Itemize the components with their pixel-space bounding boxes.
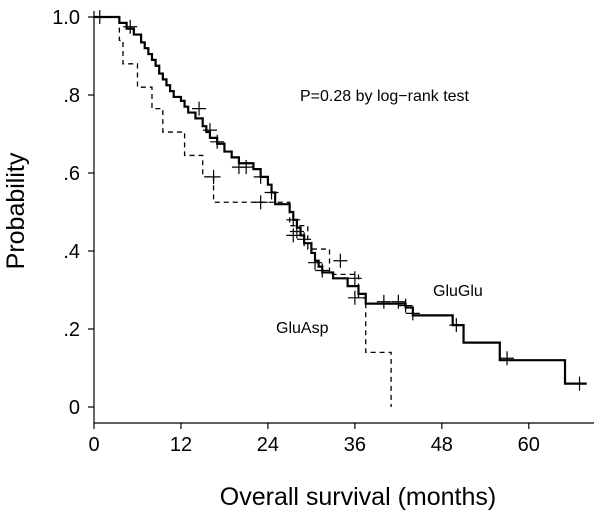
censor-mark bbox=[333, 254, 347, 268]
series-gluasp bbox=[94, 17, 391, 407]
series-label-gluglu: GluGlu bbox=[433, 283, 483, 300]
series-label-gluasp: GluAsp bbox=[276, 320, 329, 337]
censor-mark bbox=[286, 213, 300, 227]
y-ticks: 0 .2 .4 .6 .8 1.0 bbox=[52, 7, 94, 419]
censor-mark bbox=[315, 264, 329, 278]
censor-mark bbox=[348, 271, 362, 285]
censor-mark bbox=[286, 228, 300, 242]
series-gluglu bbox=[93, 10, 587, 391]
series-layer bbox=[93, 10, 587, 407]
censor-mark bbox=[207, 170, 221, 184]
x-tick-label: 0 bbox=[88, 434, 99, 456]
censor-mark bbox=[377, 295, 391, 309]
x-tick-label: 24 bbox=[257, 434, 279, 456]
y-axis-title: Probability bbox=[2, 152, 30, 269]
y-tick-label: 1.0 bbox=[52, 7, 80, 29]
survival-curve-gluasp bbox=[94, 17, 391, 407]
censor-mark bbox=[449, 318, 463, 332]
y-tick-label: .8 bbox=[63, 85, 80, 107]
censor-mark bbox=[254, 170, 268, 184]
x-tick-label: 12 bbox=[170, 434, 192, 456]
x-tick-label: 36 bbox=[344, 434, 366, 456]
x-ticks: 0 12 24 36 48 60 bbox=[88, 423, 539, 456]
pvalue-annotation: P=0.28 by log−rank test bbox=[300, 88, 470, 105]
y-tick-label: 0 bbox=[69, 397, 80, 419]
y-tick-label: .4 bbox=[63, 241, 80, 263]
censor-mark bbox=[265, 186, 279, 200]
censor-mark bbox=[573, 377, 587, 391]
x-tick-label: 60 bbox=[518, 434, 540, 456]
y-tick-label: .6 bbox=[63, 163, 80, 185]
x-axis-title: Overall survival (months) bbox=[220, 483, 496, 511]
survival-curve-gluglu bbox=[94, 17, 587, 384]
censor-mark bbox=[254, 195, 268, 209]
censor-mark bbox=[391, 295, 405, 309]
x-tick-label: 48 bbox=[431, 434, 453, 456]
censor-mark bbox=[500, 351, 514, 365]
y-tick-label: .2 bbox=[63, 319, 80, 341]
censor-mark bbox=[399, 299, 413, 313]
